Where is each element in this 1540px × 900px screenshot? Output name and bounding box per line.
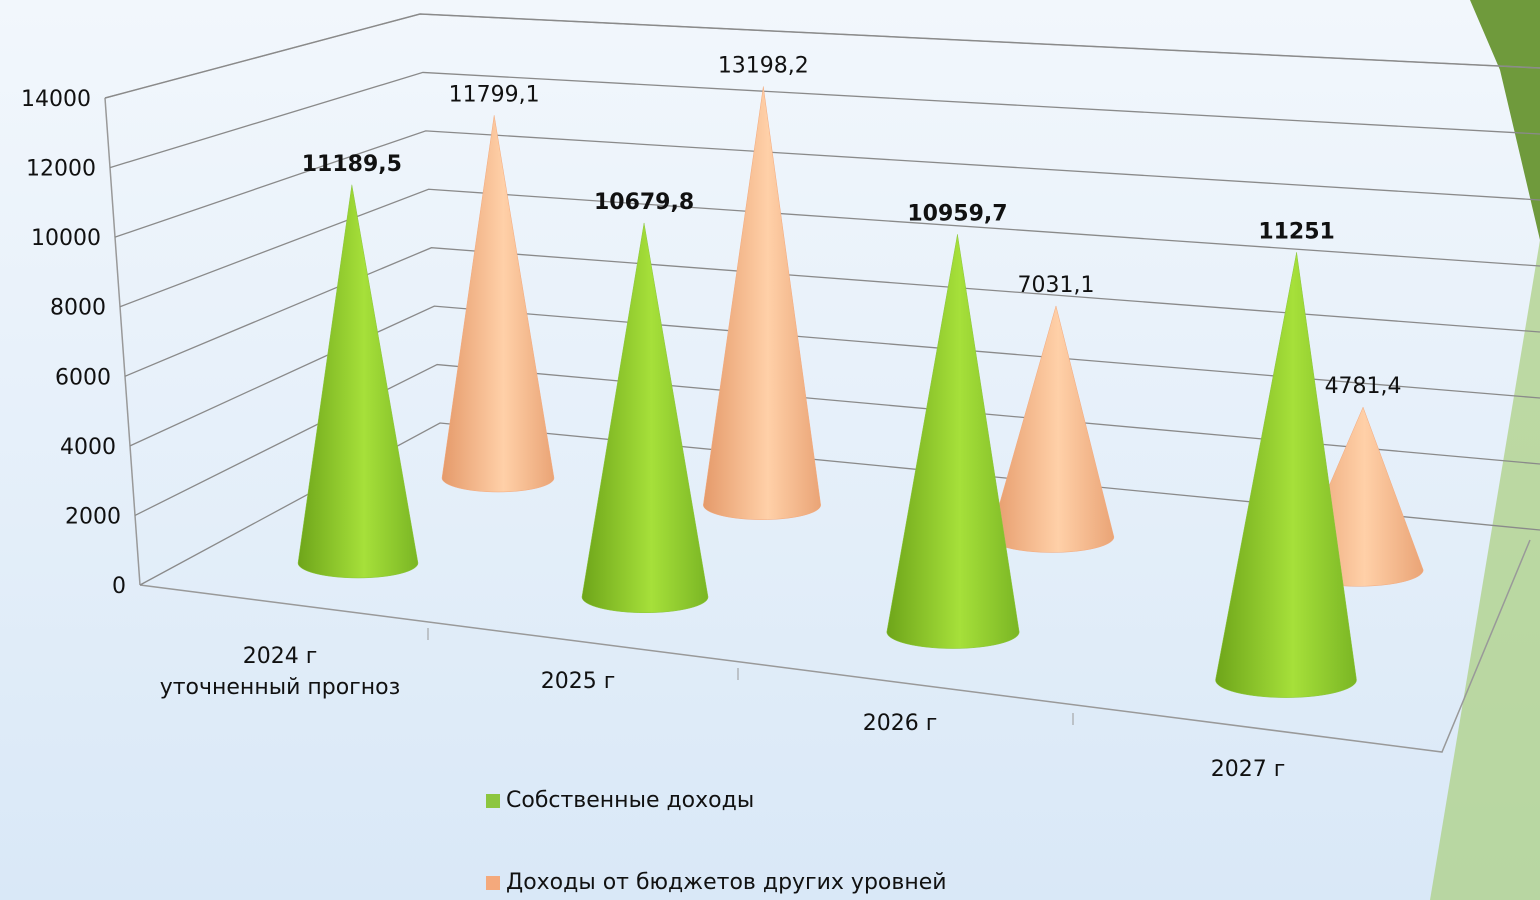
x-tick-label: 2027 г xyxy=(1211,754,1286,785)
value-label: 10679,8 xyxy=(594,190,694,215)
page: 0 2000 4000 6000 8000 10000 12000 14000 11799,1 1… xyxy=(0,0,1540,900)
y-tick-label: 6000 xyxy=(55,365,111,390)
y-tick-label: 14000 xyxy=(21,87,91,112)
y-tick-label: 2000 xyxy=(65,504,121,529)
legend-label: Собственные доходы xyxy=(506,788,754,813)
cone xyxy=(442,115,554,492)
value-label: 11189,5 xyxy=(302,152,402,177)
legend-swatch xyxy=(486,876,500,890)
value-label: 10959,7 xyxy=(907,201,1007,226)
legend-item: Доходы от бюджетов других уровней xyxy=(486,870,947,895)
cone xyxy=(298,185,418,578)
x-tick-label: 2026 г xyxy=(863,708,938,739)
y-tick-label: 10000 xyxy=(31,226,101,251)
value-label: 11251 xyxy=(1258,219,1335,244)
chart: 0 2000 4000 6000 8000 10000 12000 14000 11799,1 1… xyxy=(0,0,1540,900)
grid-line xyxy=(105,14,1540,98)
y-tick-label: 8000 xyxy=(50,296,106,321)
legend-swatch xyxy=(486,794,500,808)
y-tick-label: 4000 xyxy=(60,435,116,460)
cone xyxy=(990,306,1114,553)
y-tick-label: 0 xyxy=(112,574,126,599)
value-label: 13198,2 xyxy=(718,53,809,78)
x-tick-label: 2025 г xyxy=(541,666,616,697)
y-tick-label: 12000 xyxy=(26,157,96,182)
cone xyxy=(703,86,820,519)
cone xyxy=(582,223,708,613)
value-label: 11799,1 xyxy=(449,82,540,107)
wall-edge xyxy=(105,14,1540,98)
cone xyxy=(887,234,1019,648)
legend-item: Собственные доходы xyxy=(486,788,754,813)
value-label: 4781,4 xyxy=(1325,374,1402,399)
decor xyxy=(1470,0,1540,240)
x-tick-label: 2024 г уточненный прогноз xyxy=(160,641,401,703)
decor xyxy=(1430,240,1540,900)
value-label: 7031,1 xyxy=(1017,273,1094,298)
legend-label: Доходы от бюджетов других уровней xyxy=(506,870,947,895)
